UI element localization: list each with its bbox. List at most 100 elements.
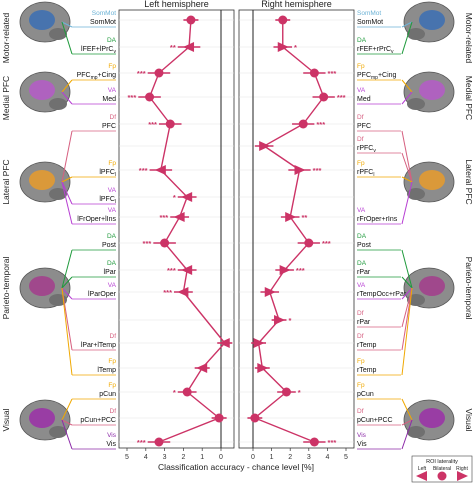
roi-label-left-network: Df bbox=[110, 408, 117, 415]
marker-right-triangle bbox=[253, 338, 265, 348]
marker-right-triangle bbox=[294, 165, 306, 175]
significance-stars: *** bbox=[296, 266, 305, 275]
x-tick-label: 5 bbox=[125, 454, 129, 461]
marker-left-triangle bbox=[196, 363, 208, 373]
connector-left bbox=[61, 21, 73, 55]
roi-label-left-network: DA bbox=[107, 37, 117, 44]
marker-right-triangle bbox=[279, 265, 291, 275]
roi-label-right: rPFCv bbox=[357, 145, 376, 154]
roi-label-right: rPar bbox=[357, 319, 371, 326]
roi-label-left: lPFCl bbox=[99, 169, 116, 178]
marker-left-triangle bbox=[154, 165, 166, 175]
roi-label-left: lPar bbox=[104, 269, 117, 276]
marker-circle bbox=[319, 92, 329, 102]
roi-label-left-network: Df bbox=[110, 333, 117, 340]
panel-title: Left hemisphere bbox=[144, 0, 209, 9]
roi-label-right-network: Fp bbox=[357, 358, 365, 365]
significance-stars: *** bbox=[316, 120, 325, 129]
marker-left-triangle bbox=[177, 287, 189, 297]
region-label-left: Visual bbox=[1, 408, 11, 431]
roi-label-right: rFrOper+rIns bbox=[357, 216, 398, 223]
roi-label-right: pCun bbox=[357, 391, 374, 398]
connector-left bbox=[61, 419, 73, 426]
roi-label-left: SomMot bbox=[90, 19, 116, 26]
roi-label-left-network: Fp bbox=[108, 63, 116, 70]
x-tick-label: 3 bbox=[307, 454, 311, 461]
significance-stars: * bbox=[298, 388, 301, 397]
roi-label-right: SomMot bbox=[357, 19, 383, 26]
marker-right-triangle bbox=[259, 141, 271, 151]
roi-label-left-network: VA bbox=[108, 87, 117, 94]
significance-stars: *** bbox=[128, 93, 137, 102]
brain-thumbnails: Motor-related Motor-related Medial PFC Medi… bbox=[1, 1, 474, 441]
connector-right bbox=[401, 130, 413, 183]
region-label-right: Parieto-temporal bbox=[464, 257, 474, 320]
connector-left bbox=[61, 181, 73, 225]
significance-stars: * bbox=[288, 316, 291, 325]
marker-right-triangle bbox=[274, 315, 286, 325]
x-tick-label: 1 bbox=[200, 454, 204, 461]
brain-region-highlight bbox=[419, 10, 445, 30]
connector-left bbox=[61, 79, 73, 93]
roi-label-left-network: Fp bbox=[108, 160, 116, 167]
panel-title: Right hemisphere bbox=[261, 0, 332, 9]
brain-cerebellum bbox=[49, 98, 67, 110]
legend-item-label: Right bbox=[456, 466, 468, 472]
connector-left bbox=[61, 276, 73, 289]
roi-label-right-network: Vis bbox=[357, 432, 367, 439]
x-tick-label: 5 bbox=[344, 454, 348, 461]
connector-right bbox=[401, 91, 413, 105]
roi-label-right-network: VA bbox=[357, 282, 366, 289]
connector-left bbox=[61, 249, 73, 289]
significance-stars: *** bbox=[159, 213, 168, 222]
roi-label-right-network: VA bbox=[357, 207, 366, 214]
roi-label-right: rPFCl bbox=[357, 169, 374, 178]
roi-label-left-network: SomMot bbox=[92, 10, 116, 17]
roi-label-left-network: Fp bbox=[108, 358, 116, 365]
roi-label-right: PFCmp+Cing bbox=[357, 72, 397, 81]
legend-item-label: Left bbox=[418, 466, 427, 472]
legend-item-label: Bilateral bbox=[433, 466, 451, 472]
roi-label-left: lParOper bbox=[88, 291, 117, 298]
roi-label-right: PFC bbox=[357, 123, 371, 130]
data-marks: ****************************************… bbox=[128, 15, 346, 447]
x-tick-label: 0 bbox=[251, 454, 255, 461]
marker-right-triangle bbox=[457, 471, 468, 481]
marker-left-triangle bbox=[218, 338, 230, 348]
significance-stars: * bbox=[173, 388, 176, 397]
brain-region-highlight bbox=[29, 408, 55, 428]
connector-left bbox=[61, 21, 73, 28]
marker-left-triangle bbox=[181, 265, 193, 275]
marker-circle bbox=[154, 68, 164, 78]
roi-label-left: PFCmp+Cing bbox=[77, 72, 117, 81]
roi-label-right: rTemp bbox=[357, 367, 377, 374]
region-label-left: Medial PFC bbox=[1, 76, 11, 120]
brain-cerebellum bbox=[49, 426, 67, 438]
x-tick-label: 4 bbox=[144, 454, 148, 461]
brain-cerebellum bbox=[407, 294, 425, 306]
roi-label-right-network: Fp bbox=[357, 382, 365, 389]
roi-label-left-network: VA bbox=[108, 207, 117, 214]
roi-label-left: pCun bbox=[99, 391, 116, 398]
roi-label-right-network: DA bbox=[357, 37, 367, 44]
roi-label-left: Post bbox=[102, 242, 116, 249]
significance-stars: *** bbox=[163, 288, 172, 297]
region-label-right: Visual bbox=[464, 409, 474, 432]
marker-circle bbox=[281, 387, 291, 397]
brain-region-highlight bbox=[29, 10, 55, 30]
connector-left bbox=[61, 130, 73, 183]
roi-label-right: Post bbox=[357, 242, 371, 249]
x-tick-label: 4 bbox=[325, 454, 329, 461]
panels: Left hemisphere Right hemisphere bbox=[118, 0, 355, 449]
marker-right-triangle bbox=[264, 287, 276, 297]
connector-right bbox=[401, 181, 413, 225]
significance-stars: *** bbox=[328, 69, 337, 78]
marker-left-triangle bbox=[416, 471, 427, 481]
marker-left-triangle bbox=[181, 192, 193, 202]
marker-right-triangle bbox=[285, 212, 297, 222]
brain-cerebellum bbox=[407, 28, 425, 40]
roi-label-right-network: Fp bbox=[357, 160, 365, 167]
marker-circle bbox=[186, 15, 196, 25]
connector-left bbox=[61, 419, 73, 450]
